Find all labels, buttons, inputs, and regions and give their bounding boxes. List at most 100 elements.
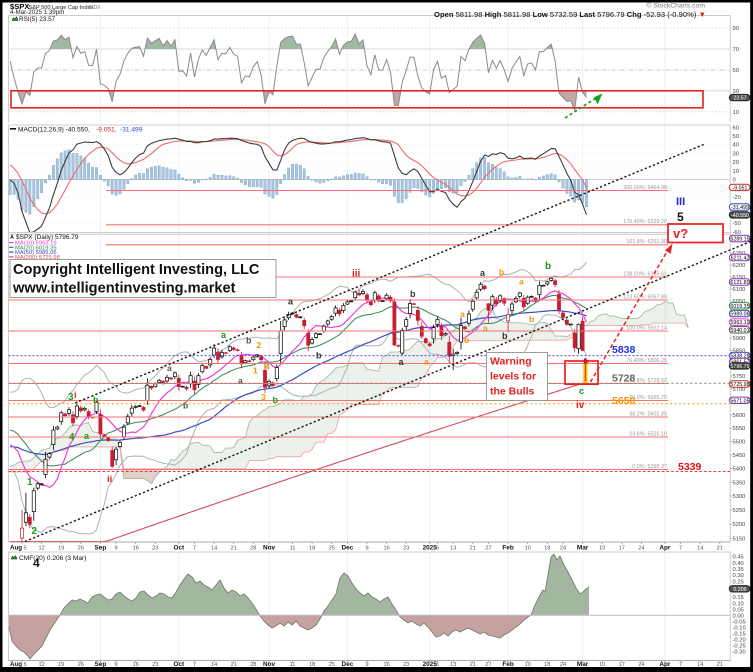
svg-text:5850: 5850 (733, 349, 746, 355)
svg-text:Oct: Oct (173, 661, 185, 668)
svg-text:MA(50) 5989.06: MA(50) 5989.06 (15, 250, 57, 256)
svg-text:b: b (499, 267, 504, 277)
svg-text:a: a (221, 330, 227, 340)
svg-text:5838.28: 5838.28 (730, 354, 749, 360)
svg-text:6100: 6100 (733, 287, 746, 293)
svg-text:MACD(12,26,9) -40.550,: MACD(12,26,9) -40.550, (18, 126, 90, 133)
svg-text:Mar: Mar (577, 661, 589, 668)
svg-text:24: 24 (560, 662, 566, 668)
svg-text:6289.15: 6289.15 (730, 237, 749, 243)
svg-text:www.intelligentinvesting.marke: www.intelligentinvesting.market (12, 281, 236, 297)
svg-text:INDX: INDX (89, 5, 102, 11)
svg-text:-50: -50 (733, 221, 741, 227)
svg-text:6: 6 (436, 662, 439, 668)
svg-text:5900: 5900 (733, 336, 746, 342)
svg-text:5250: 5250 (733, 508, 746, 514)
svg-text:23: 23 (403, 546, 409, 552)
svg-text:17: 17 (619, 662, 625, 668)
svg-text:0.15: 0.15 (733, 595, 744, 601)
svg-text:a: a (84, 431, 90, 441)
svg-text:a: a (424, 357, 429, 367)
svg-text:23: 23 (403, 662, 409, 668)
svg-text:b: b (502, 331, 508, 341)
svg-text:10: 10 (525, 546, 531, 552)
svg-text:11: 11 (290, 662, 296, 668)
svg-text:ii: ii (107, 474, 112, 485)
svg-text:5200: 5200 (733, 522, 746, 528)
svg-text:Sep: Sep (95, 545, 107, 552)
svg-text:6: 6 (436, 546, 439, 552)
svg-text:12: 12 (38, 662, 44, 668)
svg-text:b: b (316, 351, 322, 361)
svg-text:23: 23 (152, 546, 158, 552)
svg-text:Feb: Feb (502, 545, 513, 552)
svg-text:2: 2 (257, 340, 262, 350)
svg-text:5700: 5700 (733, 387, 746, 393)
svg-text:27: 27 (485, 546, 491, 552)
svg-text:70: 70 (733, 47, 739, 53)
svg-text:14: 14 (697, 546, 703, 552)
svg-text:5650: 5650 (612, 395, 636, 407)
svg-text:Dec: Dec (342, 545, 354, 552)
svg-text:14: 14 (211, 546, 217, 552)
svg-text:1: 1 (253, 366, 258, 376)
svg-text:13: 13 (450, 662, 456, 668)
svg-text:Copyright Intelligent Investin: Copyright Intelligent Investing, LLC (13, 262, 260, 278)
svg-text:b: b (93, 395, 99, 405)
svg-text:0.40: 0.40 (733, 561, 744, 567)
svg-text:18: 18 (544, 546, 550, 552)
svg-text:5963.19: 5963.19 (730, 320, 749, 326)
svg-text:2025: 2025 (423, 545, 438, 552)
svg-text:0.45: 0.45 (733, 555, 744, 561)
svg-text:6019.35: 6019.35 (730, 304, 749, 310)
svg-text:Open 5811.98 High 5811.98 Lo: Open 5811.98 High 5811.98 Low 5732.59 La… (434, 10, 706, 19)
svg-text:b: b (410, 289, 416, 299)
svg-text:10: 10 (599, 662, 605, 668)
svg-text:-0.10: -0.10 (733, 625, 746, 631)
svg-text:4: 4 (265, 362, 270, 372)
svg-text:iv: iv (576, 400, 585, 411)
svg-text:-0.30: -0.30 (733, 650, 746, 656)
svg-text:161.8%: 6261.30: 161.8%: 6261.30 (626, 239, 667, 245)
svg-text:5500: 5500 (733, 440, 746, 446)
svg-text:0.05: 0.05 (733, 607, 744, 613)
svg-text:7: 7 (193, 546, 196, 552)
svg-text:Feb: Feb (502, 661, 513, 668)
svg-text:90: 90 (733, 26, 739, 32)
svg-text:-0.05: -0.05 (733, 619, 746, 625)
svg-text:Aug: Aug (10, 661, 22, 668)
svg-text:28: 28 (250, 546, 256, 552)
svg-text:5: 5 (677, 210, 684, 224)
svg-text:23: 23 (152, 662, 158, 668)
svg-text:25: 25 (329, 546, 335, 552)
svg-text:-60: -60 (733, 230, 741, 236)
svg-text:0.25: 0.25 (733, 579, 744, 585)
svg-text:0.10: 0.10 (733, 601, 744, 607)
svg-text:a: a (519, 277, 524, 287)
svg-text:24: 24 (638, 546, 644, 552)
svg-text:200.00%: 6464.98: 200.00%: 6464.98 (623, 185, 667, 191)
svg-text:4-Mar-2025 1:39pm: 4-Mar-2025 1:39pm (10, 9, 64, 16)
svg-text:60: 60 (733, 125, 739, 131)
svg-text:23.6%: 5525.10: 23.6%: 5525.10 (629, 431, 667, 437)
svg-text:12: 12 (38, 546, 44, 552)
svg-text:5300: 5300 (733, 494, 746, 500)
svg-text:38.2%: 5602.89: 38.2%: 5602.89 (629, 411, 667, 417)
svg-text:5940.01: 5940.01 (730, 328, 749, 334)
svg-text:-9.051,: -9.051, (96, 126, 117, 133)
svg-text:a: a (460, 309, 465, 319)
svg-text:5838: 5838 (612, 344, 636, 356)
svg-text:0.206: 0.206 (733, 587, 746, 593)
svg-text:11: 11 (290, 546, 296, 552)
svg-text:10: 10 (525, 662, 531, 668)
svg-text:16: 16 (133, 662, 139, 668)
svg-text:a: a (167, 363, 172, 373)
svg-text:138.20%: 6135.61: 138.20%: 6135.61 (623, 271, 667, 277)
svg-text:b: b (464, 335, 469, 345)
svg-text:21: 21 (717, 546, 723, 552)
svg-text:-40.550: -40.550 (731, 213, 749, 219)
svg-text:Mar: Mar (577, 545, 589, 552)
svg-text:Nov: Nov (263, 661, 276, 668)
svg-text:5750: 5750 (733, 374, 746, 380)
svg-text:17: 17 (619, 546, 625, 552)
